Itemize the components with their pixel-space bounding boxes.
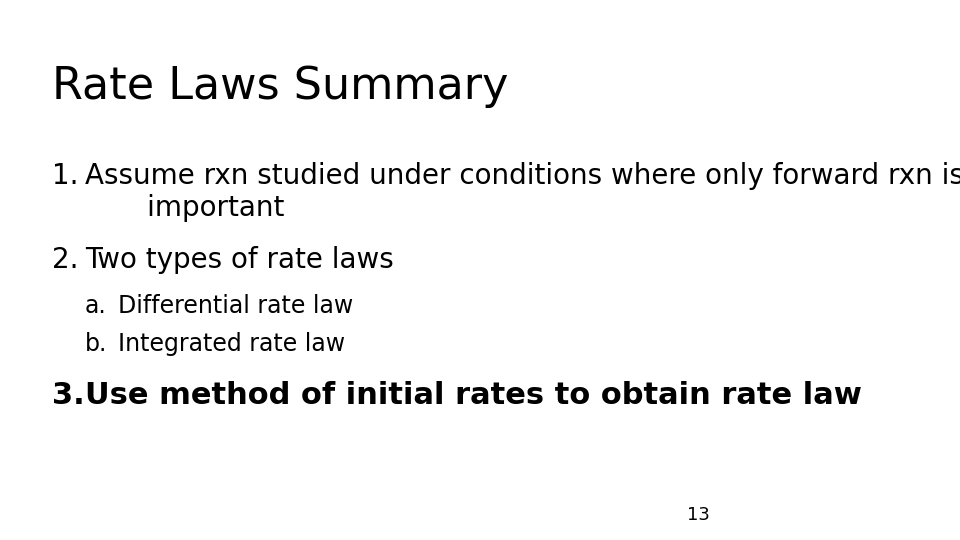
Text: Use method of initial rates to obtain rate law: Use method of initial rates to obtain ra… [85,381,862,410]
Text: Assume rxn studied under conditions where only forward rxn is
       important: Assume rxn studied under conditions wher… [85,162,960,222]
Text: Rate Laws Summary: Rate Laws Summary [52,65,508,108]
Text: 1.: 1. [52,162,79,190]
Text: 2.: 2. [52,246,79,274]
Text: 3.: 3. [52,381,84,410]
Text: a.: a. [85,294,107,318]
Text: Integrated rate law: Integrated rate law [118,332,346,356]
Text: Two types of rate laws: Two types of rate laws [85,246,394,274]
Text: 13: 13 [687,506,710,524]
Text: Differential rate law: Differential rate law [118,294,353,318]
Text: b.: b. [85,332,108,356]
